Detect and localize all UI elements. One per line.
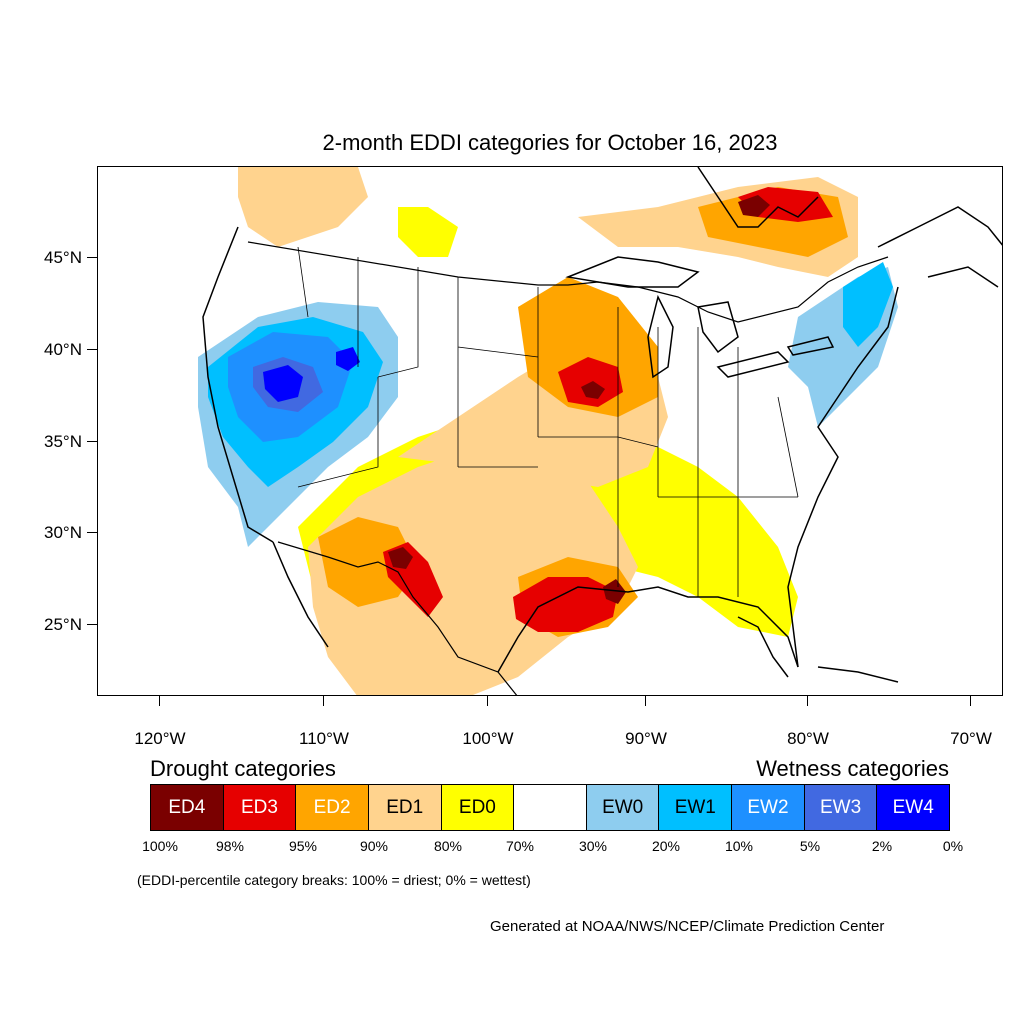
lon-tick <box>645 696 646 706</box>
lon-label-70: 70°W <box>950 729 992 748</box>
coastlines-other <box>272 167 1002 683</box>
lon-label-90: 90°W <box>625 729 667 748</box>
lon-tick <box>970 696 971 706</box>
map-title: 2-month EDDI categories for October 16, … <box>322 130 778 155</box>
us-canada-border <box>247 241 889 323</box>
us-mexico-border <box>277 541 518 695</box>
region-ed4-louisiana <box>603 579 626 604</box>
lat-label-45: 45°N <box>44 248 82 267</box>
region-ew4-nevada <box>336 347 360 371</box>
st-lawrence-coast <box>877 206 1002 248</box>
legend-cell-ew4: EW4 <box>877 785 950 830</box>
break-label: 30% <box>578 838 608 854</box>
break-label: 70% <box>505 838 535 854</box>
break-label: 0% <box>942 838 964 854</box>
region-ew4-west <box>263 365 303 402</box>
lon-tick <box>159 696 160 706</box>
state-lines <box>297 246 799 597</box>
eddi-map <box>98 167 1002 695</box>
west-coast <box>202 226 274 543</box>
lat-tick <box>87 441 97 442</box>
lat-label-25: 25°N <box>44 615 82 634</box>
hudson-bay-coast <box>697 167 819 228</box>
legend-cell-ew2: EW2 <box>732 785 805 830</box>
category-legend: ED4 ED3 ED2 ED1 ED0 EW0 EW1 EW2 EW3 EW4 <box>150 784 950 831</box>
region-ed2-southwest <box>318 517 418 607</box>
lon-tick <box>807 696 808 706</box>
gulf-coast <box>497 586 799 673</box>
drought-categories-title: Drought categories <box>150 756 336 781</box>
legend-cell-ed2: ED2 <box>296 785 369 830</box>
region-ed4-ontario <box>738 195 770 217</box>
boundaries <box>202 226 899 695</box>
lon-label-100: 100°W <box>462 729 514 748</box>
break-label: 20% <box>651 838 681 854</box>
break-label: 95% <box>288 838 318 854</box>
cuba <box>817 666 899 683</box>
map-panel <box>97 166 1003 696</box>
legend-cell-ew3: EW3 <box>804 785 878 830</box>
lat-tick <box>87 532 97 533</box>
lake-huron <box>697 301 739 354</box>
lake-ontario <box>786 336 835 356</box>
region-ed3-iowa <box>558 357 623 407</box>
lat-label-30: 30°N <box>44 523 82 542</box>
break-label: 10% <box>724 838 754 854</box>
break-label: 90% <box>359 838 389 854</box>
east-coast <box>787 286 899 668</box>
legend-cell-ed1: ED1 <box>368 785 442 830</box>
lake-michigan <box>647 294 674 379</box>
florida <box>737 616 789 678</box>
break-label: 100% <box>142 838 178 854</box>
legend-cell-ed3: ED3 <box>223 785 297 830</box>
lat-label-40: 40°N <box>44 340 82 359</box>
region-ed3-texas <box>513 577 618 632</box>
credit-line: Generated at NOAA/NWS/NCEP/Climate Predi… <box>490 918 885 935</box>
lon-label-110: 110°W <box>299 729 349 748</box>
lon-label-120: 120°W <box>134 729 186 748</box>
legend-cell-ed4: ED4 <box>151 785 224 830</box>
lat-tick <box>87 349 97 350</box>
lake-erie <box>716 351 790 378</box>
region-ed0-north <box>398 207 458 257</box>
lon-label-80: 80°W <box>787 729 829 748</box>
break-label: 80% <box>433 838 463 854</box>
region-ed4-newmexico <box>388 547 413 569</box>
region-ed4-iowa <box>581 381 605 399</box>
legend-cell-ew1: EW1 <box>659 785 733 830</box>
lat-tick <box>87 624 97 625</box>
break-label: 98% <box>215 838 245 854</box>
nova-scotia <box>927 266 999 288</box>
region-ew1-northeast <box>843 262 893 347</box>
lon-tick <box>323 696 324 706</box>
legend-cell-ed0: ED0 <box>441 785 515 830</box>
legend-cell-neutral <box>514 785 587 830</box>
lat-label-35: 35°N <box>44 432 82 451</box>
region-ed2-midwest <box>518 277 658 417</box>
wetness-categories-title: Wetness categories <box>756 756 949 781</box>
region-ed1-north <box>238 167 368 247</box>
lat-tick <box>87 257 97 258</box>
lake-superior <box>565 256 700 288</box>
great-lakes <box>565 256 835 379</box>
category-breaks-note: (EDDI-percentile category breaks: 100% =… <box>137 872 531 888</box>
break-label: 2% <box>871 838 893 854</box>
break-label: 5% <box>799 838 821 854</box>
baja <box>272 541 329 648</box>
legend-cell-ew0: EW0 <box>586 785 660 830</box>
lon-tick <box>487 696 488 706</box>
